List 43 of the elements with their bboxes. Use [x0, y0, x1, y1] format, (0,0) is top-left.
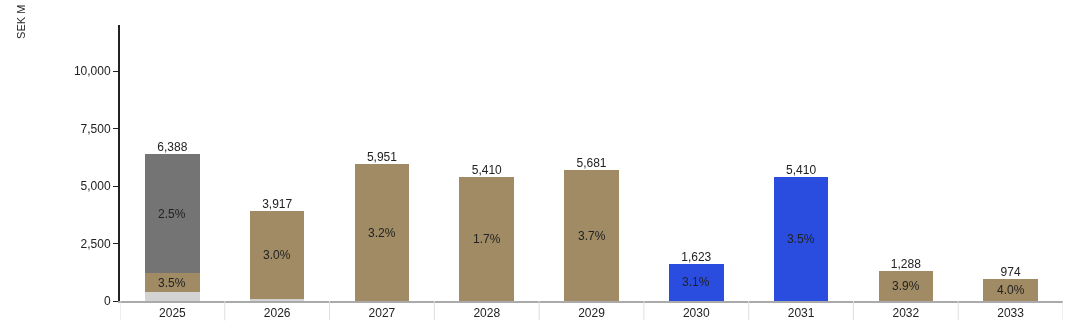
annotation: 1.7%: [473, 232, 501, 246]
bar: [145, 154, 200, 274]
x-tick-label: 2032: [892, 306, 920, 321]
annotation: 2.5%: [158, 207, 186, 221]
bar: [249, 210, 305, 300]
bar: [459, 176, 514, 301]
x-tick-label: 2031: [787, 306, 815, 321]
total-label: 974: [1000, 264, 1021, 279]
bar: [354, 164, 410, 301]
x-tick-label: 2028: [473, 306, 501, 321]
x-tick-label: 2026: [263, 306, 291, 321]
x-tick-label: 2030: [682, 306, 710, 321]
bar: [564, 170, 619, 301]
annotation: 3.5%: [787, 232, 815, 246]
x-tick-label: 2025: [159, 306, 187, 321]
y-axis-title: SEK M: [15, 4, 28, 39]
annotation: 3.0%: [263, 248, 291, 262]
y-tick-label: 5,000: [80, 179, 111, 194]
total-label: 5,681: [576, 156, 607, 171]
x-tick-label: 2027: [368, 306, 396, 321]
y-tick-label: 7,500: [80, 121, 111, 136]
annotation: 3.5%: [158, 276, 186, 290]
total-label: 5,410: [786, 162, 817, 177]
annotation: 3.7%: [578, 229, 606, 243]
y-tick-label: 0: [103, 294, 111, 309]
total-label: 5,410: [471, 162, 503, 177]
annotation: 3.2%: [368, 226, 396, 240]
total-label: 6,388: [157, 140, 188, 155]
bar: [878, 271, 934, 301]
total-label: 1,623: [681, 249, 712, 264]
total-label: 1,288: [890, 257, 922, 272]
annotation: 3.9%: [892, 279, 920, 293]
annotation: 3.1%: [682, 275, 710, 289]
y-tick-label: 2,500: [80, 236, 111, 251]
y-tick-label: 10,000: [73, 64, 111, 79]
bar: [145, 291, 200, 301]
total-label: 5,951: [366, 150, 398, 165]
total-label: 3,917: [262, 196, 293, 211]
x-tick-label: 2029: [578, 306, 606, 321]
bar: [669, 263, 724, 301]
bar: [773, 176, 829, 301]
x-tick-label: 2033: [997, 306, 1025, 321]
annotation: 4.0%: [997, 283, 1025, 297]
